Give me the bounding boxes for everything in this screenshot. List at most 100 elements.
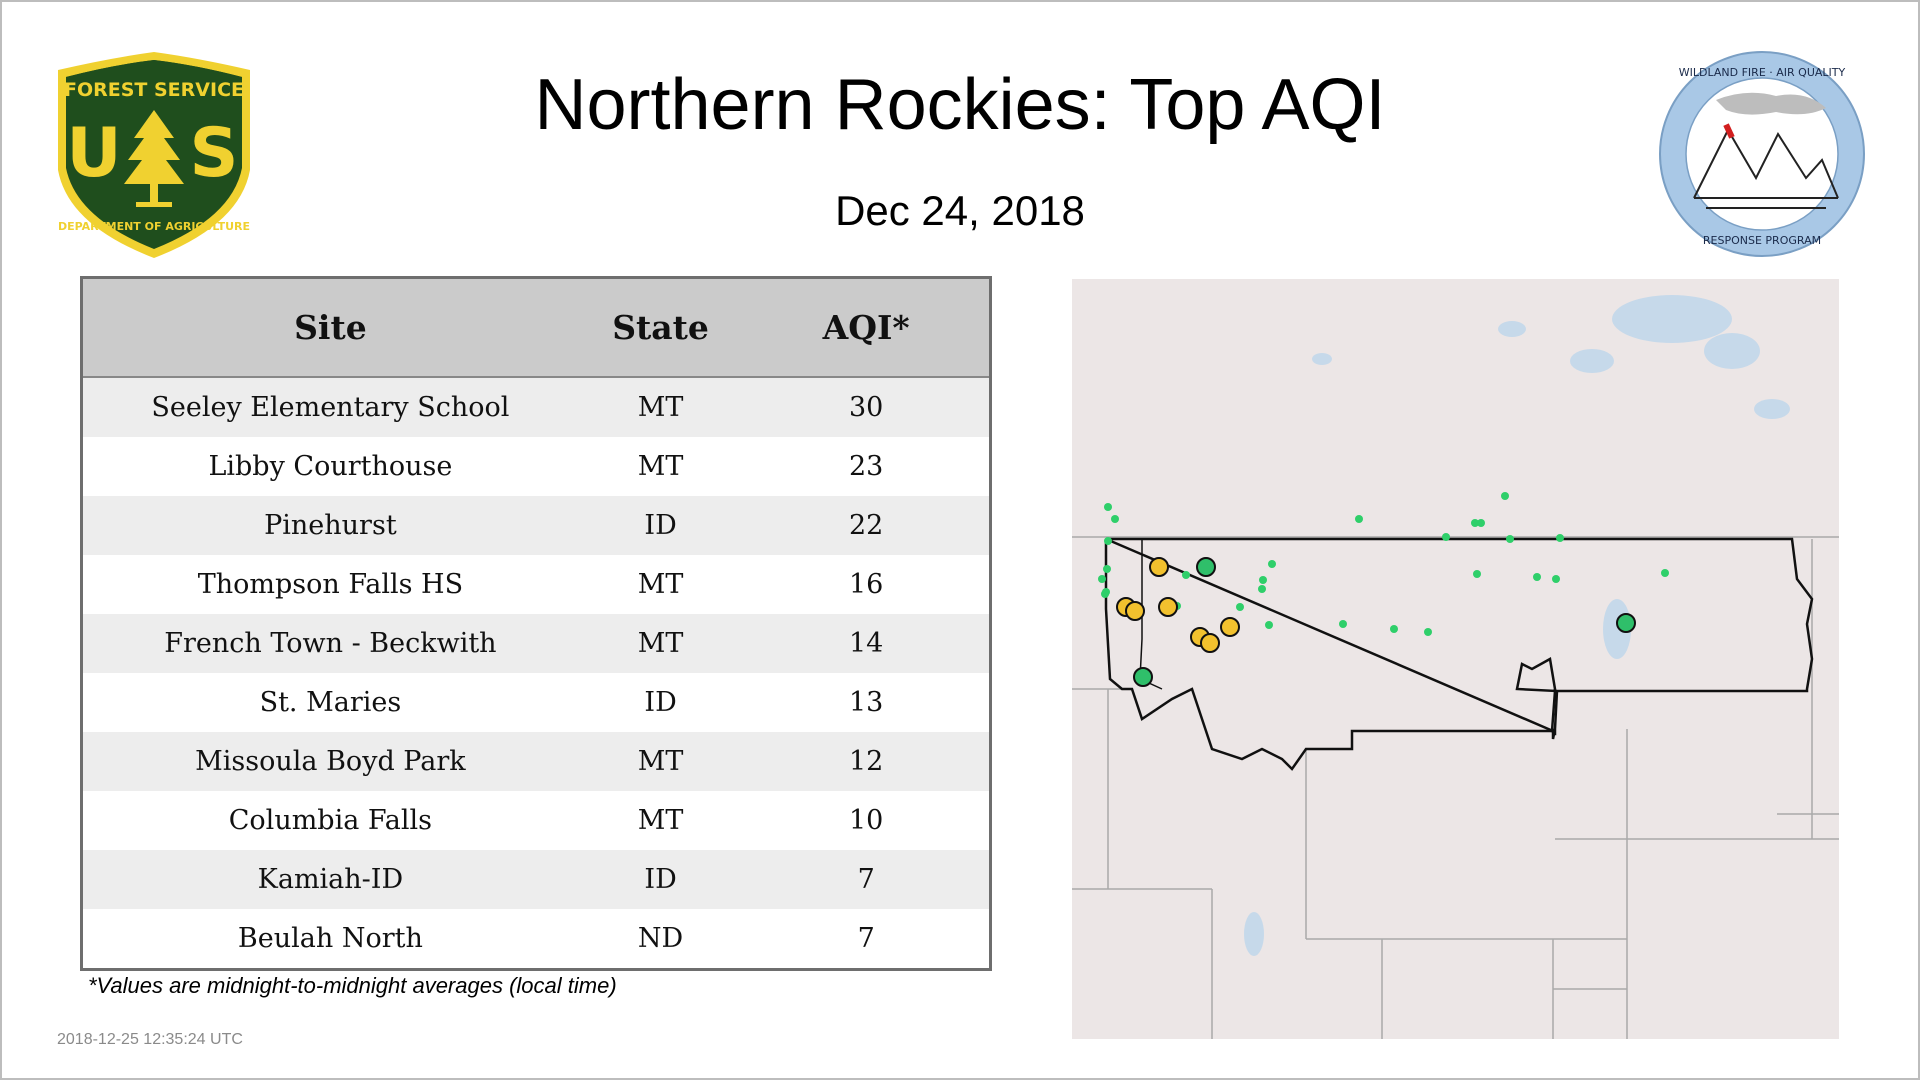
aqi-cell: 16	[743, 555, 991, 614]
column-header-state: State	[577, 277, 744, 378]
monitor-point	[1258, 585, 1266, 593]
top-site-marker-good	[1133, 667, 1153, 687]
site-cell: French Town - Beckwith	[81, 614, 578, 673]
monitor-point	[1533, 573, 1541, 581]
column-header-site: Site	[81, 277, 578, 378]
site-cell: Beulah North	[81, 909, 578, 970]
top-site-marker-good	[1196, 557, 1216, 577]
water-bodies	[1244, 295, 1790, 956]
wildland-fire-logo: WILDLAND FIRE · AIR QUALITY RESPONSE PRO…	[1659, 51, 1865, 257]
svg-text:S: S	[190, 114, 239, 193]
wf-top-text: WILDLAND FIRE · AIR QUALITY	[1679, 66, 1846, 79]
monitor-point	[1268, 560, 1276, 568]
site-cell: St. Maries	[81, 673, 578, 732]
state-cell: ND	[577, 909, 744, 970]
aqi-cell: 30	[743, 377, 991, 437]
monitor-point	[1103, 565, 1111, 573]
monitor-point	[1104, 537, 1112, 545]
svg-text:U: U	[66, 114, 121, 193]
table-header-row: Site State AQI*	[81, 277, 991, 378]
monitor-point	[1442, 533, 1450, 541]
site-cell: Pinehurst	[81, 496, 578, 555]
state-cell: ID	[577, 673, 744, 732]
aqi-cell: 7	[743, 850, 991, 909]
monitor-point	[1390, 625, 1398, 633]
aqi-cell: 22	[743, 496, 991, 555]
table-row: Seeley Elementary School MT 30	[81, 377, 991, 437]
site-cell: Seeley Elementary School	[81, 377, 578, 437]
monitor-point	[1556, 534, 1564, 542]
aqi-cell: 7	[743, 909, 991, 970]
state-cell: MT	[577, 614, 744, 673]
state-cell: ID	[577, 496, 744, 555]
map-background	[1072, 279, 1839, 1039]
state-cell: MT	[577, 377, 744, 437]
monitor-point	[1265, 621, 1273, 629]
top-site-marker-good	[1616, 613, 1636, 633]
site-cell: Libby Courthouse	[81, 437, 578, 496]
column-header-aqi: AQI*	[743, 277, 991, 378]
site-cell: Missoula Boyd Park	[81, 732, 578, 791]
table-row: Libby Courthouse MT 23	[81, 437, 991, 496]
neighbor-state-borders	[1072, 536, 1839, 1039]
state-cell: MT	[577, 437, 744, 496]
aqi-table: Site State AQI* Seeley Elementary School…	[80, 276, 992, 971]
monitor-point	[1477, 519, 1485, 527]
aqi-cell: 13	[743, 673, 991, 732]
forest-service-logo: FOREST SERVICE U S DEPARTMENT OF AGRICUL…	[58, 52, 250, 258]
monitor-point	[1552, 575, 1560, 583]
site-cell: Kamiah-ID	[81, 850, 578, 909]
table-row: Columbia Falls MT 10	[81, 791, 991, 850]
generated-timestamp: 2018-12-25 12:35:24 UTC	[57, 1031, 243, 1048]
monitor-point	[1473, 570, 1481, 578]
montana-border	[1104, 539, 1557, 771]
monitor-point	[1506, 535, 1514, 543]
aqi-cell: 12	[743, 732, 991, 791]
state-cell: ID	[577, 850, 744, 909]
smoke-icon	[1716, 92, 1826, 115]
table-row: French Town - Beckwith MT 14	[81, 614, 991, 673]
monitor-point	[1182, 571, 1190, 579]
table-row: Kamiah-ID ID 7	[81, 850, 991, 909]
state-cell: MT	[577, 791, 744, 850]
monitor-point	[1661, 569, 1669, 577]
monitor-point	[1098, 575, 1106, 583]
top-site-marker-moderate	[1158, 597, 1178, 617]
wf-bottom-text: RESPONSE PROGRAM	[1703, 234, 1821, 247]
report-date: Dec 24, 2018	[835, 187, 1085, 234]
site-cell: Thompson Falls HS	[81, 555, 578, 614]
table-row: Pinehurst ID 22	[81, 496, 991, 555]
aqi-cell: 23	[743, 437, 991, 496]
fs-top-text: FOREST SERVICE	[64, 79, 244, 101]
footnote: *Values are midnight-to-midnight average…	[88, 973, 617, 998]
monitor-point	[1236, 603, 1244, 611]
top-site-marker-moderate	[1200, 633, 1220, 653]
table-row: Missoula Boyd Park MT 12	[81, 732, 991, 791]
top-site-marker-moderate	[1125, 601, 1145, 621]
table-row: Thompson Falls HS MT 16	[81, 555, 991, 614]
state-cell: MT	[577, 555, 744, 614]
monitor-point	[1339, 620, 1347, 628]
monitor-point	[1101, 590, 1109, 598]
table-row: St. Maries ID 13	[81, 673, 991, 732]
monitor-point	[1104, 503, 1112, 511]
top-site-marker-moderate	[1220, 617, 1240, 637]
aqi-cell: 10	[743, 791, 991, 850]
monitor-point	[1501, 492, 1509, 500]
pine-tree-shield-icon	[124, 110, 184, 207]
aqi-monitor-map	[1072, 279, 1839, 1039]
page-title: Northern Rockies: Top AQI	[534, 65, 1386, 145]
table-row: Beulah North ND 7	[81, 909, 991, 970]
site-cell: Columbia Falls	[81, 791, 578, 850]
monitor-point	[1471, 519, 1479, 527]
monitor-point	[1259, 576, 1267, 584]
fs-bottom-text: DEPARTMENT OF AGRICULTURE	[58, 220, 250, 233]
aqi-cell: 14	[743, 614, 991, 673]
monitor-point	[1355, 515, 1363, 523]
state-cell: MT	[577, 732, 744, 791]
monitor-layer	[1098, 492, 1669, 687]
monitor-point	[1111, 515, 1119, 523]
idaho-panhandle-border	[1139, 539, 1163, 690]
monitor-point	[1424, 628, 1432, 636]
